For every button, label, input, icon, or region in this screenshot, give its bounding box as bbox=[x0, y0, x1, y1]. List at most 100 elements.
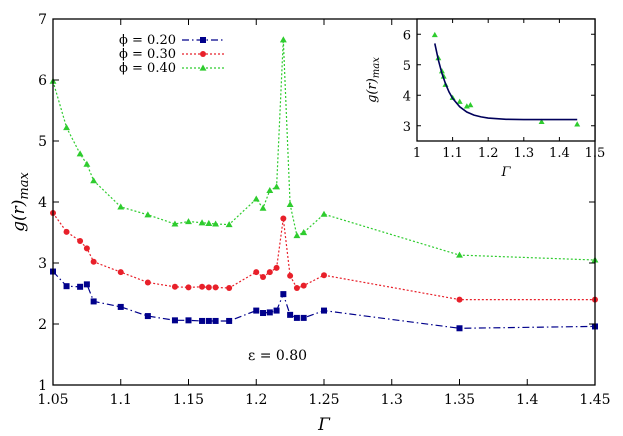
data-point bbox=[63, 124, 70, 131]
data-point bbox=[212, 220, 220, 227]
main-plot: 1.05 1.1 1.15 1.2 1.25 1.3 1.35 1.4 1.451234567 … bbox=[9, 12, 611, 435]
epsilon-annotation: ε = 0.80 bbox=[248, 348, 307, 364]
inset-data-point bbox=[431, 31, 438, 38]
data-point bbox=[83, 281, 90, 288]
data-point bbox=[266, 269, 273, 276]
data-point bbox=[90, 177, 98, 184]
data-point bbox=[77, 238, 84, 245]
inset-data-point bbox=[440, 73, 447, 79]
data-point bbox=[287, 311, 294, 318]
data-point bbox=[300, 229, 308, 236]
data-point bbox=[279, 36, 287, 43]
y-tick-label: 5 bbox=[403, 59, 411, 74]
series-line bbox=[52, 271, 596, 329]
x-tick-label: 1.25 bbox=[308, 392, 339, 408]
y-tick-label: 2 bbox=[38, 317, 47, 333]
data-point bbox=[185, 218, 192, 225]
data-point bbox=[273, 183, 281, 190]
inset-plot: 1 1.1 1.2 1.3 1.4 1.5 3 4 5 6 Γ g(r)max bbox=[365, 18, 606, 180]
data-point bbox=[117, 269, 124, 276]
x-axis-label: Γ bbox=[317, 415, 331, 435]
data-point bbox=[144, 279, 151, 286]
inset-fit-curve bbox=[434, 43, 578, 121]
data-point bbox=[90, 258, 97, 265]
data-point bbox=[266, 186, 274, 193]
data-point bbox=[144, 211, 152, 218]
data-point bbox=[259, 204, 267, 211]
data-point bbox=[226, 285, 233, 292]
series-line bbox=[52, 212, 595, 301]
inset-series-2 bbox=[434, 43, 578, 121]
data-point bbox=[144, 313, 151, 320]
data-point bbox=[286, 200, 294, 208]
x-tick-label: 1.35 bbox=[444, 392, 475, 408]
x-tick-label: 1.5 bbox=[585, 146, 606, 161]
y-tick-label: 1 bbox=[38, 378, 47, 394]
data-point bbox=[205, 284, 212, 291]
data-point bbox=[198, 219, 206, 226]
y-tick-label: 6 bbox=[403, 28, 411, 43]
x-tick-label: 1 bbox=[413, 146, 421, 161]
data-point bbox=[83, 160, 91, 167]
data-point bbox=[199, 283, 206, 290]
x-tick-label: 1.05 bbox=[37, 392, 68, 408]
inset-y-axis-label: g(r)max bbox=[365, 57, 382, 103]
data-point bbox=[212, 284, 219, 291]
data-point bbox=[63, 283, 70, 290]
x-tick-label: 1.4 bbox=[516, 392, 538, 408]
x-tick-label: 1.3 bbox=[513, 146, 534, 161]
data-point bbox=[171, 283, 178, 290]
data-point bbox=[171, 220, 179, 227]
inset-plot-frame bbox=[416, 18, 596, 142]
data-point bbox=[300, 314, 307, 321]
data-point bbox=[456, 325, 463, 332]
data-point bbox=[205, 219, 213, 226]
inset-data-point bbox=[538, 118, 545, 125]
x-tick-label: 1.2 bbox=[245, 392, 267, 408]
x-tick-label: 1.45 bbox=[579, 392, 610, 408]
x-tick-label: 1.1 bbox=[110, 392, 132, 408]
data-point bbox=[300, 282, 307, 289]
data-point bbox=[77, 283, 84, 290]
x-tick-label: 1.2 bbox=[478, 146, 499, 161]
inset-tick-layer: 1 1.1 1.2 1.3 1.4 1.5 3 4 5 6 bbox=[403, 19, 606, 161]
y-tick-label: 4 bbox=[38, 195, 47, 211]
inset-series-layer bbox=[431, 31, 581, 127]
y-tick-label: 6 bbox=[38, 73, 47, 89]
series-3 bbox=[49, 36, 599, 263]
y-tick-label: 5 bbox=[38, 134, 47, 150]
data-point bbox=[293, 314, 300, 321]
y-tick-label: 4 bbox=[403, 89, 411, 104]
legend-label: ϕ = 0.40 bbox=[119, 61, 176, 76]
series-2 bbox=[50, 209, 598, 303]
data-point bbox=[456, 296, 463, 303]
data-point bbox=[321, 272, 327, 279]
data-point bbox=[117, 203, 125, 210]
data-point bbox=[171, 317, 178, 324]
data-point bbox=[225, 221, 233, 228]
data-point bbox=[253, 307, 260, 314]
y-tick-label: 7 bbox=[38, 12, 47, 28]
inset-data-point bbox=[574, 121, 581, 127]
inset-data-point bbox=[456, 98, 463, 104]
data-point bbox=[205, 317, 212, 324]
legend-marker bbox=[199, 64, 207, 71]
data-point bbox=[273, 307, 280, 314]
data-point bbox=[90, 298, 97, 305]
inset-x-axis-label: Γ bbox=[500, 165, 511, 180]
data-point bbox=[260, 274, 267, 281]
data-point bbox=[280, 291, 287, 298]
legend-label: ϕ = 0.20 bbox=[119, 33, 176, 48]
x-tick-label: 1.1 bbox=[442, 146, 463, 161]
data-point bbox=[185, 284, 192, 291]
inset-background bbox=[417, 19, 595, 141]
data-point bbox=[266, 309, 273, 316]
legend-marker bbox=[200, 51, 206, 57]
y-axis-label: g(r)max bbox=[9, 171, 32, 231]
legend-label: ϕ = 0.30 bbox=[119, 47, 176, 62]
x-tick-label: 1.15 bbox=[173, 392, 204, 408]
data-point bbox=[252, 195, 260, 202]
data-point bbox=[280, 215, 287, 222]
data-point bbox=[287, 272, 294, 279]
